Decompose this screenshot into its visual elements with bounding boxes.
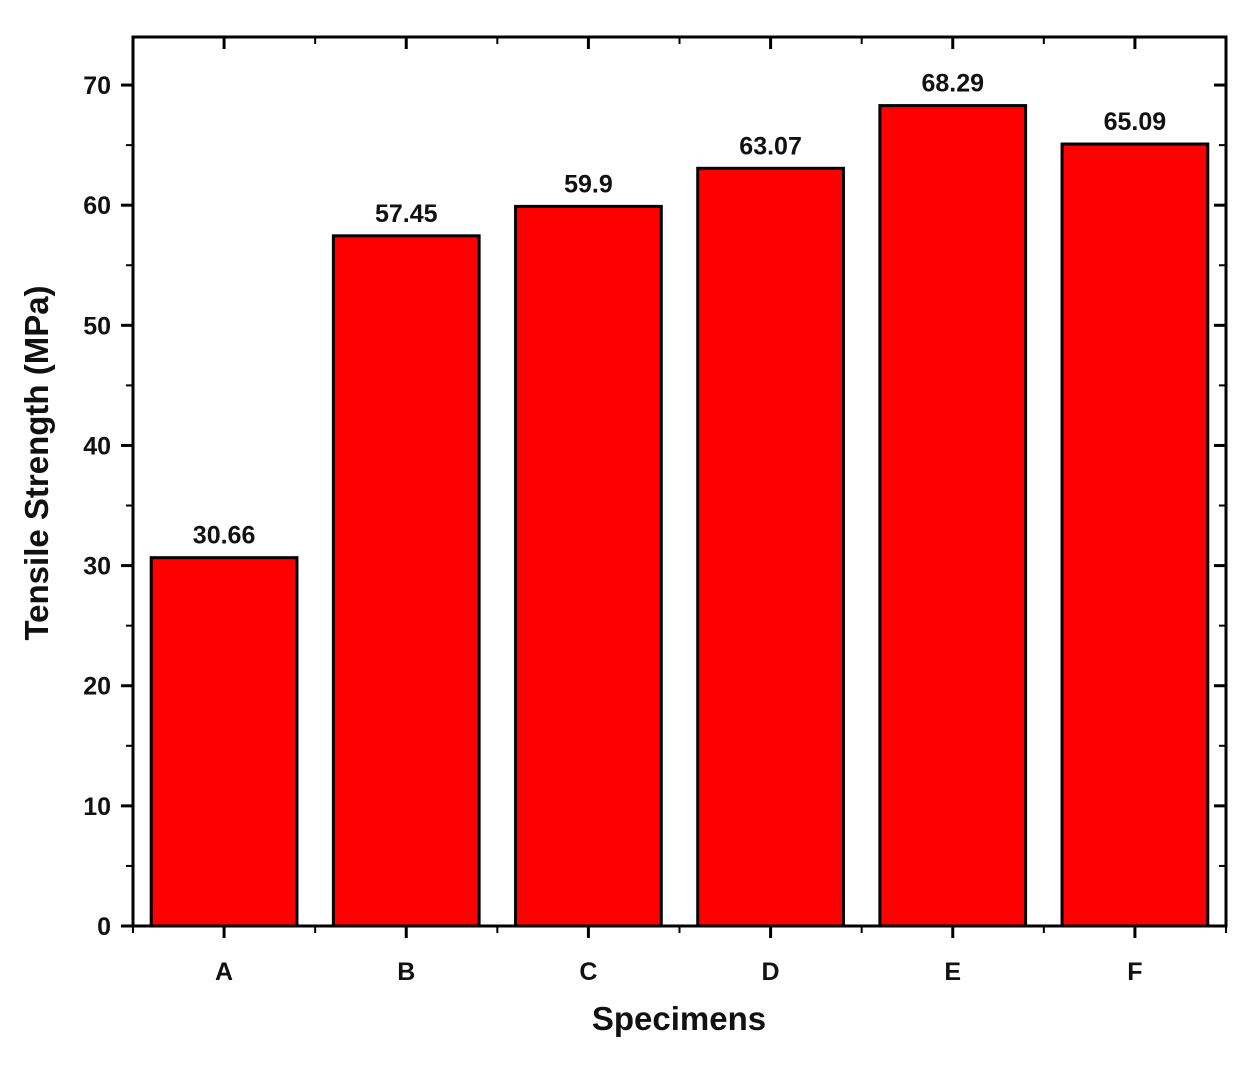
data-label-d: 63.07 xyxy=(739,132,802,160)
y-tick-label-20: 20 xyxy=(83,673,111,701)
data-label-b: 57.45 xyxy=(375,200,438,228)
bar-b xyxy=(331,234,481,928)
bar-e xyxy=(878,104,1028,928)
data-label-f: 65.09 xyxy=(1104,108,1167,136)
bar-d xyxy=(696,166,845,928)
y-tick-label-40: 40 xyxy=(83,432,111,460)
plot-frame xyxy=(131,35,1228,928)
labels-layer: 30.66 A 57.45 B 59.9 C 63.07 D 68.29 E 65.09 F 0 10 20… xyxy=(83,70,1166,986)
bar-c xyxy=(514,204,663,928)
y-tick-label-70: 70 xyxy=(83,72,111,100)
x-tick-label-c: C xyxy=(579,958,597,986)
ticks-layer xyxy=(121,37,1227,938)
bars-layer xyxy=(149,104,1210,928)
bar-f xyxy=(1060,142,1210,928)
x-tick-label-a: A xyxy=(215,958,233,986)
y-tick-label-0: 0 xyxy=(97,913,111,941)
x-tick-label-e: E xyxy=(944,958,961,986)
y-tick-label-10: 10 xyxy=(83,793,111,821)
x-axis-title: Specimens xyxy=(592,1000,766,1037)
y-tick-label-60: 60 xyxy=(83,192,111,220)
data-label-e: 68.29 xyxy=(921,70,984,98)
x-tick-label-f: F xyxy=(1127,958,1142,986)
bar-a xyxy=(149,556,299,928)
y-tick-label-30: 30 xyxy=(83,553,111,581)
y-axis-title: Tensile Strength (MPa) xyxy=(18,285,55,640)
y-tick-label-50: 50 xyxy=(83,312,111,340)
data-label-c: 59.9 xyxy=(564,170,613,198)
x-tick-label-d: D xyxy=(762,958,780,986)
data-label-a: 30.66 xyxy=(193,522,256,550)
x-tick-label-b: B xyxy=(397,958,415,986)
